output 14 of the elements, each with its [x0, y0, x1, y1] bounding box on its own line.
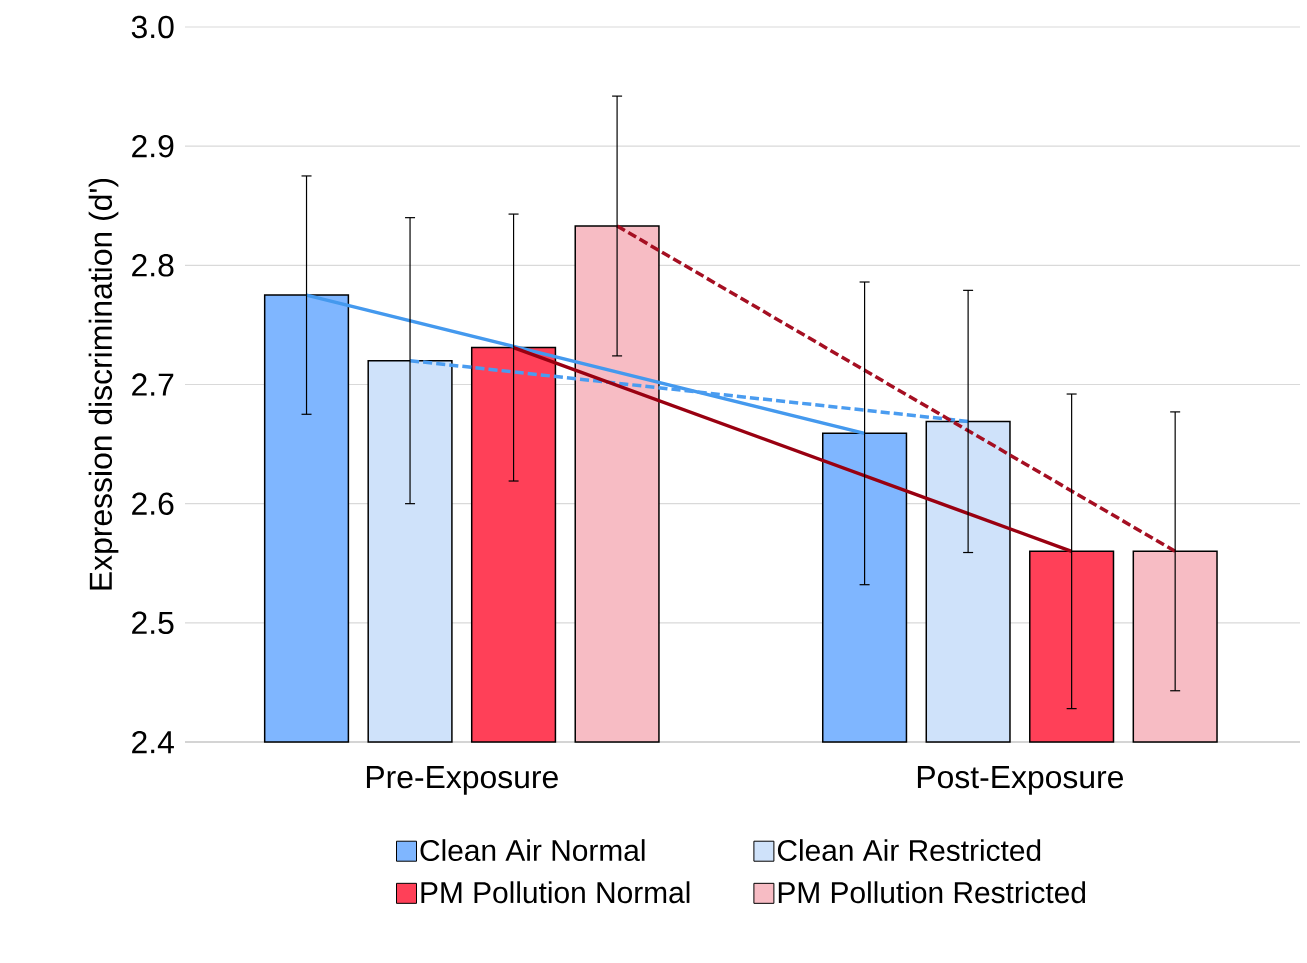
y-tick-label: 2.9	[132, 134, 174, 158]
x-tick-label: Pre-Exposure	[366, 766, 558, 795]
legend-label: Clean Air Normal	[420, 839, 645, 862]
legend-label: PM Pollution Restricted	[778, 881, 1086, 904]
legend-label: Clean Air Restricted	[777, 839, 1041, 862]
legend-label: PM Pollution Normal	[421, 881, 690, 904]
x-tick-label: Post-Exposure	[917, 766, 1123, 795]
y-tick-label: 2.5	[132, 611, 174, 635]
y-axis-title: Expression discrimination (d')	[88, 178, 119, 590]
y-tick-label: 2.4	[132, 730, 174, 754]
y-tick-label: 2.7	[132, 373, 174, 396]
y-tick-label: 2.8	[132, 254, 174, 277]
y-tick-label: 3.0	[131, 15, 174, 39]
y-tick-label: 2.6	[132, 492, 174, 515]
